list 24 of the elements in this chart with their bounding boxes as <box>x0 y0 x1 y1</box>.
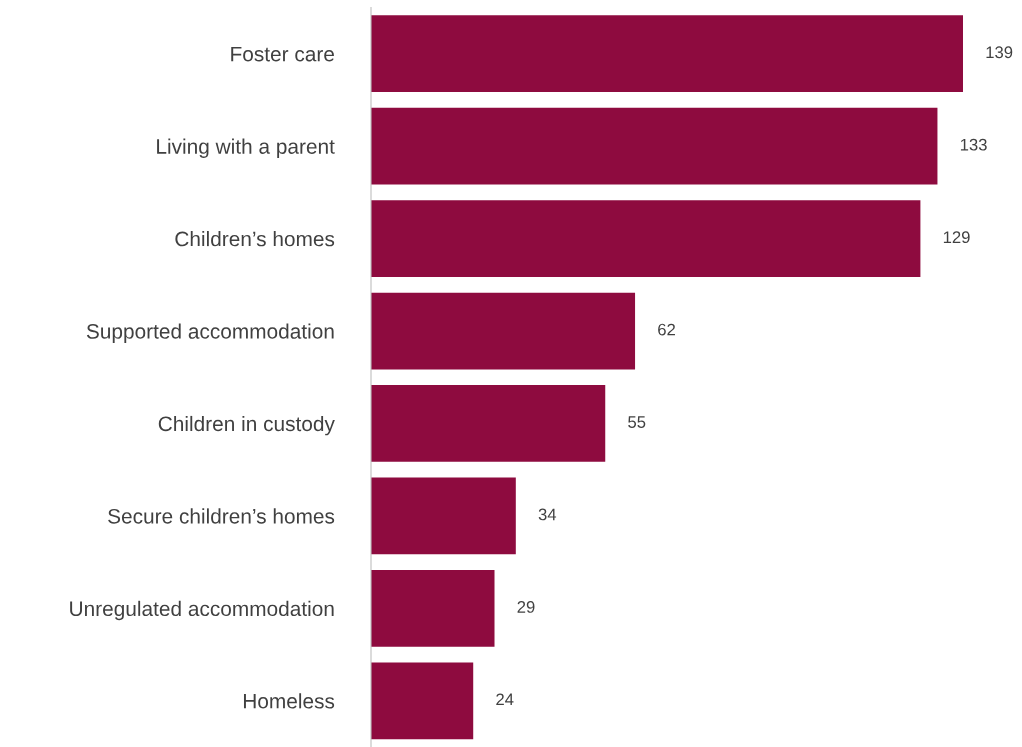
y-tick-label: Supported accommodation <box>86 323 334 343</box>
data-label: 29 <box>517 601 535 613</box>
y-tick-label: Children in custody <box>158 415 335 436</box>
data-label: 62 <box>658 323 675 336</box>
y-tick-label: Children’s homes <box>175 231 335 247</box>
bar <box>371 107 938 185</box>
y-tick-label: Homeless <box>243 693 335 709</box>
y-tick-label: Foster care <box>231 46 334 62</box>
data-label: 129 <box>943 231 970 244</box>
bar <box>371 15 963 93</box>
bar <box>371 292 636 370</box>
data-label: 55 <box>628 416 646 428</box>
bar <box>371 200 921 277</box>
bar <box>371 477 516 555</box>
data-label: 139 <box>986 46 1013 59</box>
y-tick-label: Living with a parent <box>157 138 335 158</box>
data-label: 24 <box>496 693 514 706</box>
y-tick-label: Unregulated accommodation <box>70 600 334 621</box>
data-label: 34 <box>538 508 557 521</box>
bar <box>371 569 495 647</box>
data-label: 133 <box>960 138 987 151</box>
bar <box>371 385 606 462</box>
bar <box>371 662 474 740</box>
y-tick-label: Secure children’s homes <box>108 508 335 524</box>
